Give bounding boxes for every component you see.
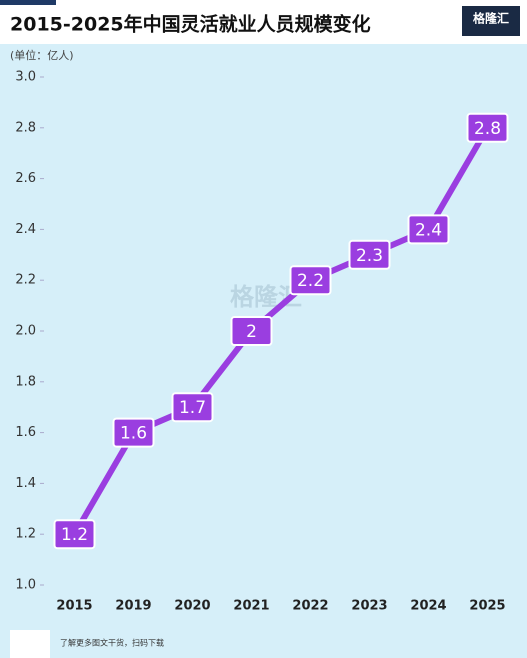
header: [0, 0, 527, 44]
y-tick-label: 1.6: [15, 425, 36, 440]
y-tick-label: 1.8: [15, 374, 36, 389]
data-label: 2.8: [474, 119, 501, 139]
x-tick-label: 2022: [292, 599, 328, 614]
x-tick-label: 2025: [469, 599, 505, 614]
data-label: 2.4: [415, 220, 442, 240]
data-label-box: [112, 417, 155, 448]
x-tick-label: 2015: [56, 599, 92, 614]
logo-box: [462, 6, 520, 36]
data-label-box: [348, 239, 391, 270]
data-label: 1.2: [61, 525, 88, 545]
data-label-box: [230, 316, 273, 346]
data-label-box: [466, 112, 509, 143]
footer: 了解更多图文干货，扫码下载: [60, 638, 164, 648]
x-tick-label: 2020: [174, 599, 210, 614]
y-tick-label: 1.2: [15, 527, 36, 542]
qr-code: [10, 630, 50, 658]
y-tick-label: 3.0: [15, 70, 36, 85]
data-label-box: [53, 519, 96, 550]
y-tick-label: 2.2: [15, 273, 36, 288]
x-tick-label: 2024: [410, 599, 446, 614]
data-label-box: [171, 392, 214, 423]
data-label: 1.7: [179, 398, 206, 418]
data-label: 2.2: [297, 271, 324, 291]
unit-label: (单位：亿人): [10, 48, 74, 62]
logo: 格隆汇: [473, 11, 509, 26]
chart-title: 2015-2025年中国灵活就业人员规模变化: [10, 13, 371, 36]
data-label-box: [289, 265, 332, 296]
data-label: 1.6: [120, 424, 147, 444]
header-accent: [0, 0, 56, 5]
y-tick-label: 2.4: [15, 222, 36, 237]
x-tick-label: 2023: [351, 599, 387, 614]
data-label-box: [407, 214, 450, 245]
x-tick-label: 2021: [233, 599, 269, 614]
y-tick-label: 2.8: [15, 120, 36, 135]
y-tick-label: 1.0: [15, 578, 36, 593]
y-tick-label: 1.4: [15, 476, 36, 491]
y-tick-label: 2.0: [15, 324, 36, 339]
y-tick-label: 2.6: [15, 171, 36, 186]
data-label: 2.3: [356, 246, 383, 266]
data-label: 2: [246, 322, 257, 342]
x-tick-label: 2019: [115, 599, 151, 614]
